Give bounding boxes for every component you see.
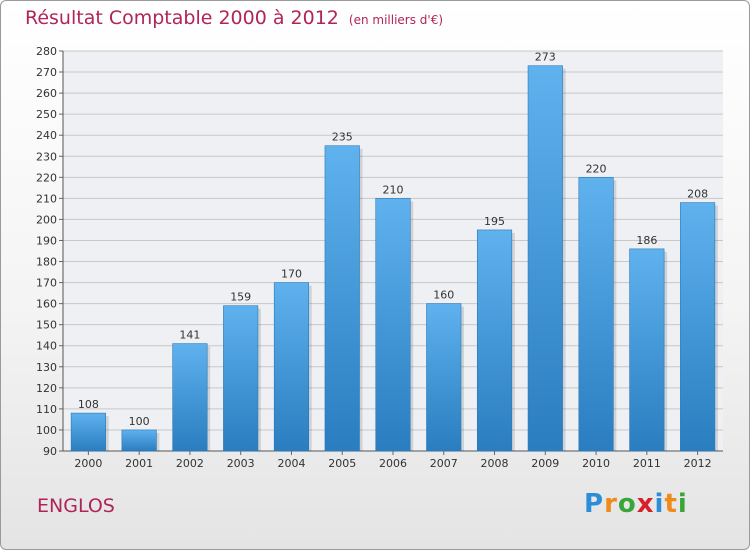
data-label: 210 (383, 183, 404, 196)
x-tick-label: 2006 (379, 457, 407, 470)
bar (172, 343, 208, 452)
x-tick-label: 2010 (582, 457, 610, 470)
y-tick-label: 280 (36, 45, 57, 58)
x-tick-label: 2004 (277, 457, 305, 470)
logo-letter: o (617, 489, 637, 519)
bar (375, 198, 411, 452)
data-label: 195 (484, 215, 505, 228)
y-tick-label: 260 (36, 87, 57, 100)
bar (426, 303, 462, 452)
y-tick-label: 110 (36, 403, 57, 416)
chart-title: Résultat Comptable 2000 à 2012 (en millie… (25, 7, 443, 29)
data-label: 108 (78, 398, 99, 411)
chart-subtitle: (en milliers d'€) (348, 13, 444, 27)
logo-letter: P (584, 489, 605, 519)
logo-letter: i (654, 489, 665, 519)
bar (70, 412, 106, 452)
data-label: 273 (535, 51, 556, 64)
y-tick-label: 150 (36, 319, 57, 332)
y-tick-label: 240 (36, 129, 57, 142)
bar (273, 282, 310, 452)
logo-letter: t (664, 489, 678, 519)
proxiti-logo[interactable]: Proxiti (584, 489, 688, 519)
town-name: ENGLOS (37, 495, 115, 517)
x-tick-label: 2007 (430, 457, 458, 470)
x-tick-label: 2012 (684, 457, 712, 470)
data-label: 160 (433, 289, 454, 302)
x-tick-label: 2003 (227, 457, 255, 470)
y-tick-label: 130 (36, 361, 57, 374)
y-tick-label: 170 (36, 277, 57, 290)
y-tick-label: 180 (36, 256, 57, 269)
data-label: 170 (281, 268, 302, 281)
data-label: 208 (687, 188, 708, 201)
bar (629, 248, 665, 452)
x-tick-label: 2011 (633, 457, 661, 470)
x-tick-label: 2009 (531, 457, 559, 470)
y-tick-label: 200 (36, 213, 57, 226)
y-tick-label: 270 (36, 66, 57, 79)
data-label: 235 (332, 131, 353, 144)
y-tick-label: 220 (36, 171, 57, 184)
data-label: 100 (129, 415, 150, 428)
logo-letter: r (604, 489, 618, 519)
bar (223, 305, 259, 452)
bar (476, 229, 513, 452)
x-tick-label: 2002 (176, 457, 204, 470)
bar (324, 145, 360, 452)
title-text: Résultat Comptable 2000 à 2012 (25, 7, 339, 29)
bar (527, 65, 563, 452)
y-tick-label: 230 (36, 150, 57, 163)
bar (680, 202, 716, 452)
x-tick-label: 2001 (125, 457, 153, 470)
x-tick-label: 2005 (328, 457, 356, 470)
logo-letter: i (677, 489, 688, 519)
y-tick-label: 210 (36, 192, 57, 205)
y-tick-label: 160 (36, 298, 57, 311)
bar (578, 177, 614, 452)
data-label: 159 (230, 291, 251, 304)
x-tick-label: 2008 (481, 457, 509, 470)
y-tick-label: 140 (36, 340, 57, 353)
y-tick-label: 100 (36, 424, 57, 437)
data-label: 220 (586, 162, 607, 175)
y-tick-label: 90 (43, 445, 57, 458)
logo-letter: x (636, 489, 655, 519)
y-tick-label: 190 (36, 234, 57, 247)
y-tick-label: 250 (36, 108, 57, 121)
data-label: 186 (636, 234, 657, 247)
bar (121, 429, 157, 452)
data-label: 141 (179, 329, 200, 342)
x-tick-label: 2000 (74, 457, 102, 470)
y-tick-label: 120 (36, 382, 57, 395)
